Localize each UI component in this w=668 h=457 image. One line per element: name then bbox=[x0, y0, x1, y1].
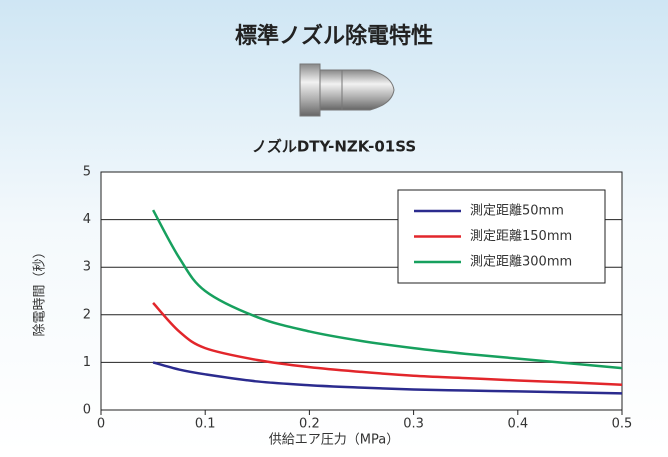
legend-label: 測定距離300mm bbox=[470, 255, 572, 270]
series-line bbox=[152, 302, 623, 387]
y-tick-label: 2 bbox=[83, 307, 91, 322]
x-tick-label: 0.1 bbox=[195, 417, 216, 432]
series-line bbox=[152, 209, 623, 370]
y-tick-label: 3 bbox=[83, 260, 91, 275]
nozzle-image bbox=[299, 63, 395, 117]
y-tick-label: 0 bbox=[83, 403, 91, 418]
chart-subtitle: ノズルDTY-NZK-01SS bbox=[252, 138, 416, 156]
y-axis-label: 除電時間（秒） bbox=[33, 245, 48, 336]
legend-label: 測定距離50mm bbox=[470, 204, 564, 219]
y-tick-label: 1 bbox=[83, 355, 91, 370]
x-tick-label: 0.2 bbox=[299, 417, 320, 432]
x-axis-label: 供給エア圧力（MPa） bbox=[269, 433, 399, 448]
legend-label: 測定距離150mm bbox=[470, 229, 572, 244]
x-tick-label: 0.4 bbox=[507, 417, 528, 432]
x-tick-label: 0 bbox=[97, 417, 105, 432]
chart-title: 標準ノズル除電特性 bbox=[235, 23, 433, 49]
y-tick-label: 5 bbox=[83, 165, 91, 180]
y-tick-label: 4 bbox=[83, 212, 91, 227]
x-tick-label: 0.5 bbox=[612, 417, 633, 432]
x-tick-label: 0.3 bbox=[403, 417, 424, 432]
series-line bbox=[152, 361, 623, 395]
